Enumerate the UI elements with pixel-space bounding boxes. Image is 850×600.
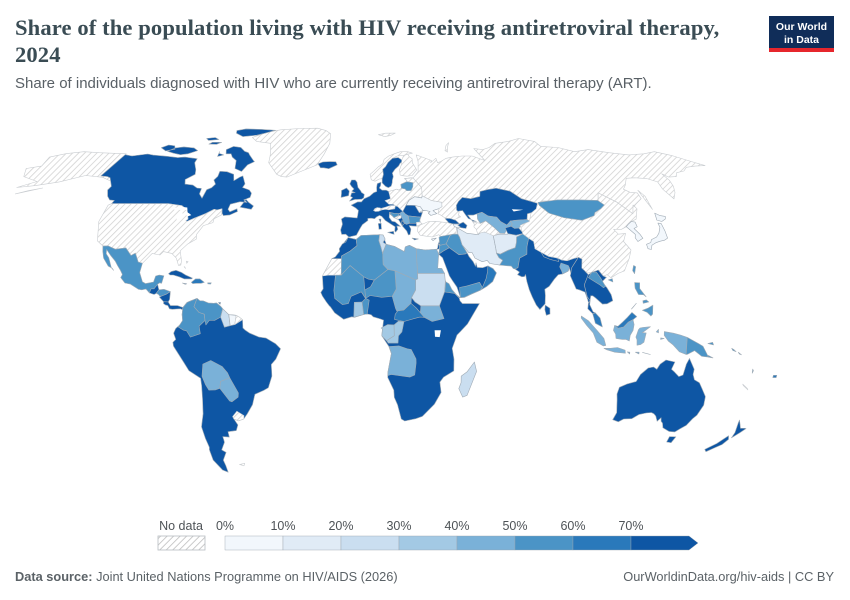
svg-text:20%: 20% (328, 519, 353, 533)
svg-text:60%: 60% (560, 519, 585, 533)
svg-text:40%: 40% (444, 519, 469, 533)
svg-text:0%: 0% (216, 519, 234, 533)
svg-text:30%: 30% (386, 519, 411, 533)
svg-text:10%: 10% (270, 519, 295, 533)
svg-text:No data: No data (159, 519, 203, 533)
svg-text:50%: 50% (502, 519, 527, 533)
svg-text:70%: 70% (618, 519, 643, 533)
